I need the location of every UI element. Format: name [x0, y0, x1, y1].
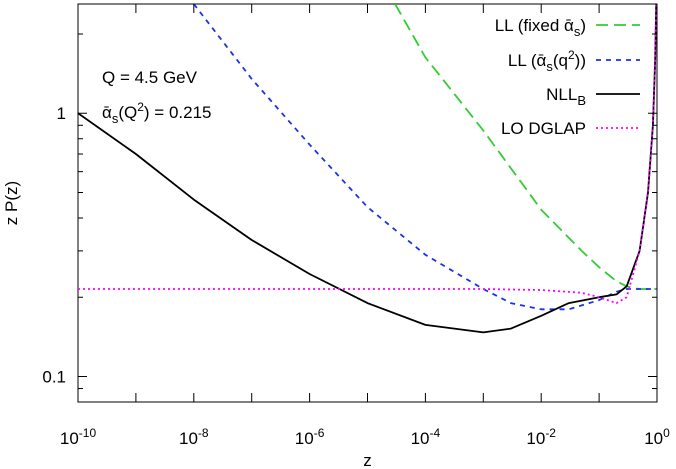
y-tick-labels: 10.1 [42, 104, 66, 386]
annotation-alpha: ᾱs(Q2) = 0.215 [102, 100, 211, 126]
series-line [78, 4, 657, 334]
x-tick-label: 10-6 [295, 426, 325, 448]
plot-frame [77, 3, 658, 403]
x-tick-labels: 10-10 10-8 10-6 10-4 10-2 100 [60, 426, 670, 448]
axis-ticks [77, 4, 658, 403]
x-tick-label: 10-2 [526, 426, 556, 448]
series-line [394, 4, 657, 290]
legend-label: LO DGLAP [501, 119, 586, 138]
series-line [193, 4, 657, 311]
y-axis-label: z P(z) [2, 181, 21, 225]
x-tick-label: 10-10 [60, 426, 97, 448]
x-axis-label: z [363, 451, 372, 469]
annotations: Q = 4.5 GeV ᾱs(Q2) = 0.215 [102, 68, 211, 126]
x-tick-label: 100 [644, 426, 670, 448]
legend-label: NLLB [546, 85, 586, 108]
legend-label: LL (fixed ᾱs) [495, 16, 586, 39]
series-line [78, 4, 657, 304]
legend-label: LL (ᾱs(q2)) [508, 48, 586, 74]
x-tick-label: 10-4 [411, 426, 441, 448]
x-tick-label: 10-8 [179, 426, 209, 448]
y-tick-label: 1 [57, 104, 66, 123]
annotation-q: Q = 4.5 GeV [102, 68, 198, 87]
y-tick-label: 0.1 [42, 367, 66, 386]
curves [78, 4, 657, 334]
legend: LL (fixed ᾱs) LL (ᾱs(q2)) NLLB LO DGLAP [495, 16, 640, 138]
